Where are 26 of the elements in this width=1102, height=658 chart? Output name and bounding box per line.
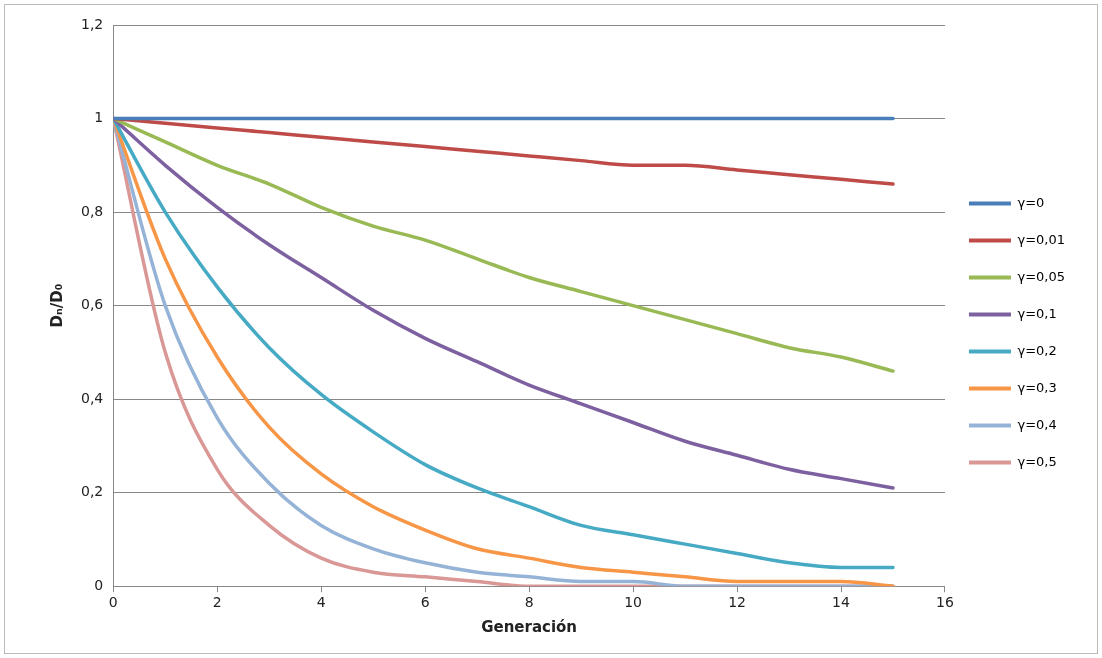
y-tick-label: 1,2: [81, 15, 104, 32]
y-tick-label: 0,6: [81, 296, 104, 313]
x-tick-label: 6: [420, 594, 430, 611]
y-tick-label: 1: [94, 109, 104, 126]
legend-label: γ=0,05: [1017, 268, 1065, 284]
y-tick-label: 0: [94, 576, 104, 593]
x-axis-title: Generación: [481, 617, 578, 636]
x-tick-label: 12: [728, 594, 746, 611]
y-tick-label: 0,2: [81, 483, 104, 500]
legend-label: γ=0,5: [1017, 453, 1057, 469]
y-tick-label: 0,4: [81, 389, 104, 406]
x-tick-label: 0: [108, 594, 118, 611]
x-tick-label: 2: [212, 594, 222, 611]
x-tick-label: 8: [524, 594, 534, 611]
legend-label: γ=0,4: [1017, 416, 1057, 432]
x-tick-label: 4: [316, 594, 326, 611]
x-tick-label: 10: [624, 594, 642, 611]
x-tick-label: 14: [832, 594, 850, 611]
y-axis-title: Dₙ/D₀: [47, 283, 66, 328]
y-tick-label: 0,8: [81, 202, 104, 219]
legend-label: γ=0,2: [1017, 342, 1057, 358]
legend-label: γ=0,1: [1017, 305, 1057, 321]
legend-label: γ=0,01: [1017, 231, 1065, 247]
legend-label: γ=0,3: [1017, 379, 1057, 395]
x-tick-label: 16: [936, 594, 954, 611]
legend-label: γ=0: [1017, 194, 1045, 210]
